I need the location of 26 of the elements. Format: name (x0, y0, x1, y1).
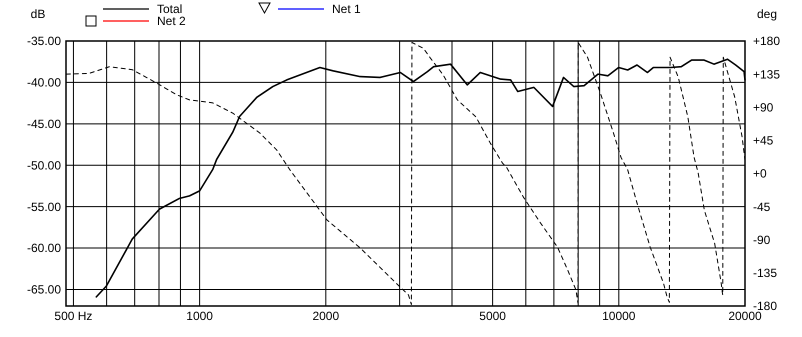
y2-axis-title: deg (756, 7, 778, 21)
y-tick-label: -60.00 (26, 241, 62, 256)
y-axis-title: dB (30, 7, 46, 21)
y-tick-label: -35.00 (26, 34, 62, 48)
y-tick-label: -40.00 (26, 76, 62, 90)
y2-tick-label: +45 (753, 134, 774, 148)
y2-tick-label: +0 (753, 166, 768, 181)
y-tick-label: -65.00 (26, 282, 62, 297)
y2-tick-label: -90 (753, 232, 771, 247)
x-tick-label: 500 Hz (54, 309, 92, 323)
x-tick-label: 1000 (186, 309, 214, 323)
legend-label: Total (157, 2, 182, 16)
y-tick-label: -45.00 (26, 117, 62, 132)
legend-label: Net 1 (332, 2, 362, 16)
x-tick-label: 5000 (479, 309, 506, 323)
y2-tick-label: +90 (753, 100, 774, 114)
y2-tick-label: -45 (753, 200, 771, 214)
y2-tick-label: +180 (753, 34, 780, 48)
x-tick-label: 10000 (602, 309, 636, 323)
y2-tick-label: -135 (753, 266, 778, 280)
y-tick-label: -50.00 (26, 158, 62, 172)
x-tick-label: 20000 (728, 309, 762, 323)
y-tick-label: -55.00 (26, 200, 62, 214)
x-tick-label: 2000 (312, 309, 340, 323)
y2-tick-label: +135 (753, 67, 780, 82)
legend-label: Net 2 (157, 14, 186, 28)
